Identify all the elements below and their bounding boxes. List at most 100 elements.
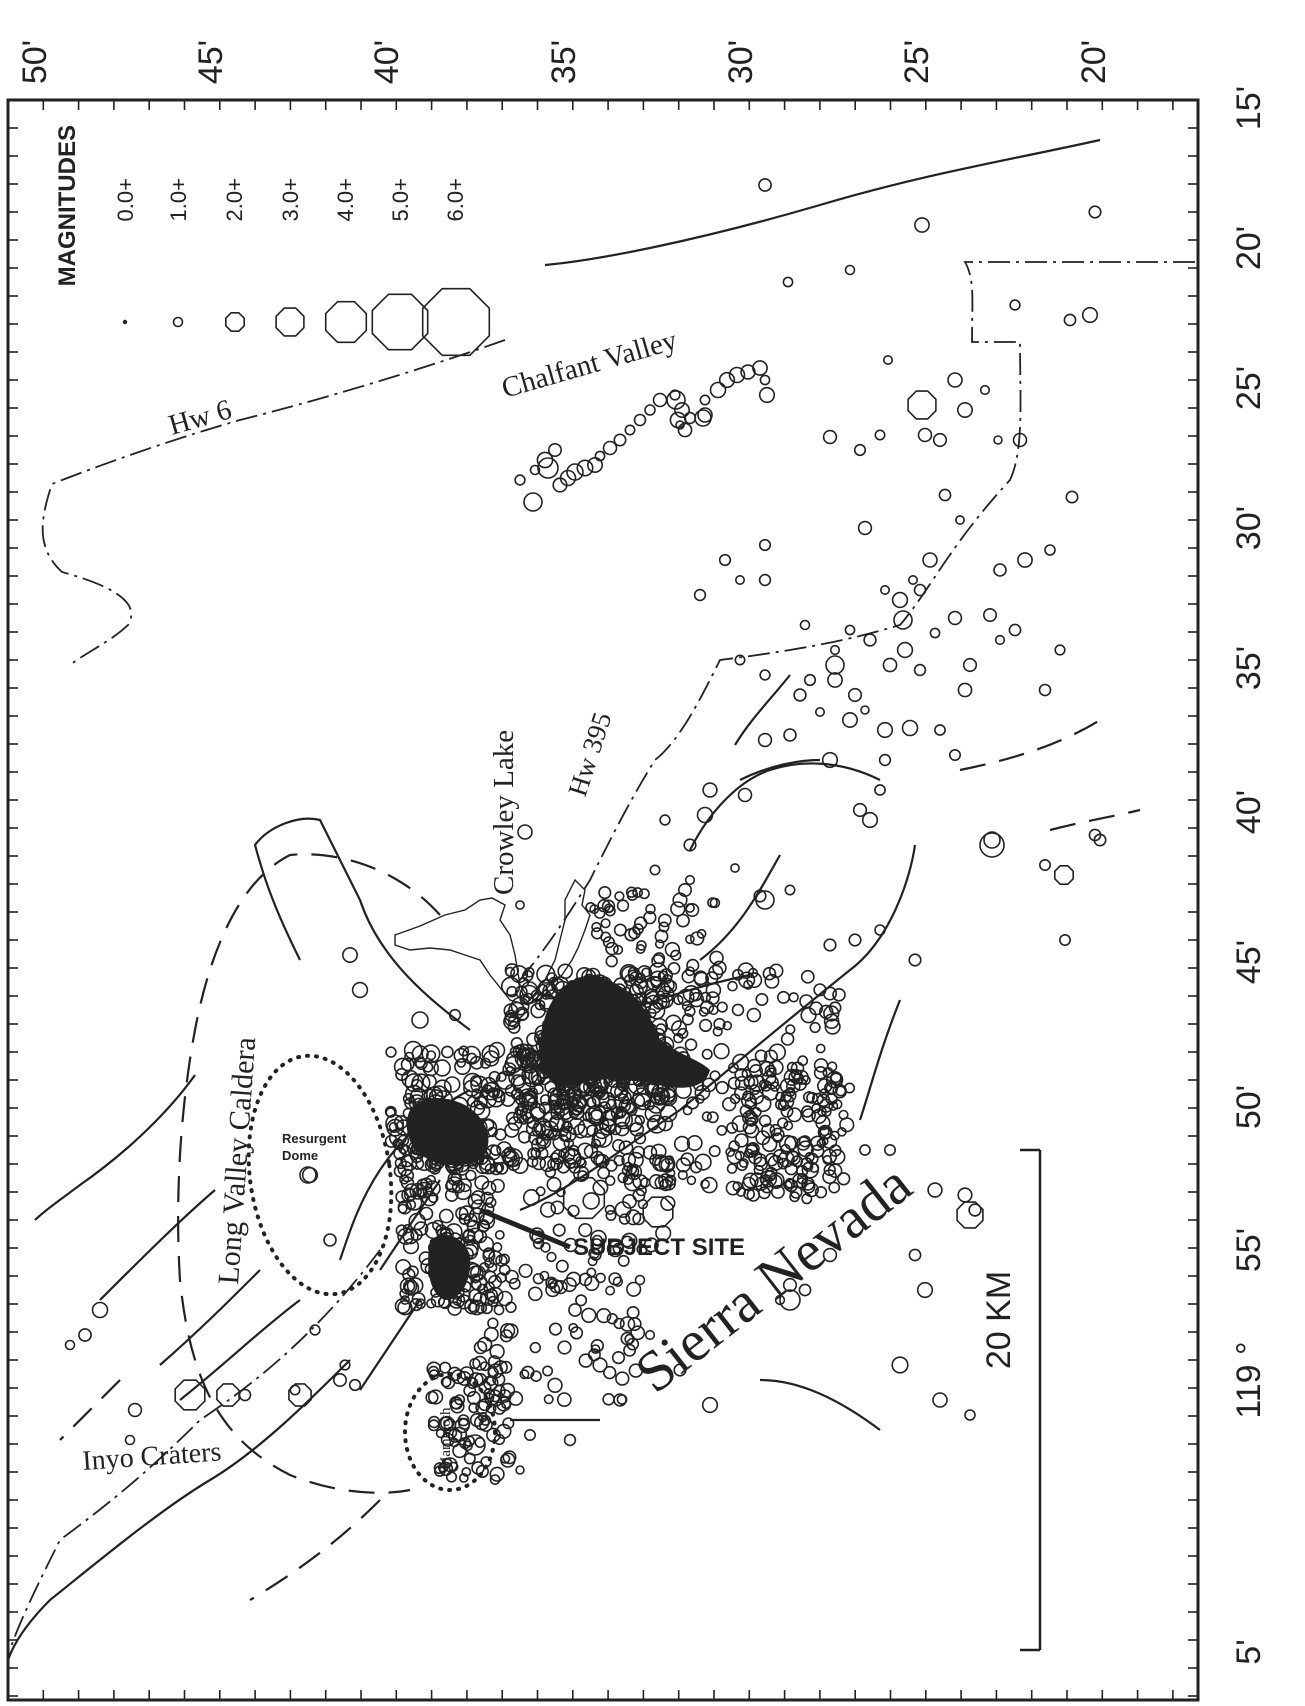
epicenter bbox=[448, 1008, 462, 1022]
epicenter bbox=[518, 1263, 533, 1278]
epicenter bbox=[830, 1071, 842, 1084]
epicenter bbox=[829, 644, 841, 656]
epicenter bbox=[393, 1057, 412, 1076]
epicenter bbox=[788, 992, 799, 1003]
epicenter bbox=[688, 991, 705, 1008]
epicenter bbox=[433, 1462, 446, 1475]
epicenter bbox=[578, 1222, 593, 1238]
epicenter bbox=[483, 1084, 493, 1095]
highway-395 bbox=[519, 261, 1195, 981]
epicenter bbox=[696, 928, 707, 939]
epicenter bbox=[428, 1192, 439, 1204]
epicenter bbox=[594, 450, 606, 462]
epicenter bbox=[716, 1125, 728, 1136]
epicenter bbox=[828, 1001, 842, 1015]
epicenter bbox=[439, 1361, 452, 1374]
epicenter bbox=[934, 724, 946, 736]
epicenter bbox=[734, 1068, 749, 1082]
epicenter bbox=[499, 1329, 514, 1343]
epicenter bbox=[398, 1143, 409, 1155]
epicenter bbox=[497, 1290, 513, 1307]
epicenter bbox=[499, 1360, 513, 1374]
epicenter bbox=[685, 902, 700, 917]
epicenter bbox=[755, 992, 769, 1006]
epicenter bbox=[689, 1160, 703, 1174]
epicenter bbox=[487, 1355, 501, 1369]
epicenter bbox=[604, 1175, 616, 1186]
epicenter bbox=[737, 787, 753, 803]
epicenter bbox=[514, 1006, 530, 1022]
epicenter bbox=[685, 934, 695, 945]
epicenter bbox=[715, 1080, 729, 1095]
epicenter bbox=[859, 1144, 871, 1156]
epicenter bbox=[832, 987, 846, 1002]
epicenter bbox=[556, 1160, 571, 1174]
epicenter bbox=[351, 981, 369, 999]
epicenter bbox=[618, 1099, 632, 1113]
epicenter bbox=[526, 1032, 541, 1047]
epicenter bbox=[982, 607, 997, 622]
epicenter bbox=[508, 1277, 521, 1290]
epicenter bbox=[727, 980, 738, 992]
epicenter bbox=[504, 1269, 519, 1284]
epicenter bbox=[469, 1265, 486, 1282]
epicenter bbox=[684, 1038, 698, 1051]
dense-seismicity bbox=[406, 1098, 489, 1166]
epicenter bbox=[472, 1292, 487, 1307]
epicenter bbox=[493, 1162, 505, 1173]
epicenter bbox=[777, 1157, 790, 1170]
epicenter bbox=[758, 1114, 772, 1128]
epicenter bbox=[774, 1294, 786, 1306]
epicenter bbox=[558, 1148, 570, 1159]
epicenter bbox=[716, 1001, 728, 1013]
epicenter bbox=[468, 1288, 483, 1303]
epicenter bbox=[705, 971, 719, 985]
epicenter bbox=[1054, 644, 1066, 656]
epicenter-large bbox=[288, 1383, 312, 1407]
epicenter bbox=[956, 401, 973, 418]
caldera-outer-boundary bbox=[253, 817, 471, 1031]
epicenter bbox=[609, 1082, 629, 1102]
epicenter bbox=[891, 591, 909, 609]
epicenter bbox=[563, 1237, 578, 1253]
epicenter bbox=[753, 889, 767, 903]
epicenter bbox=[681, 969, 696, 984]
epicenter bbox=[782, 276, 794, 288]
epicenter bbox=[962, 657, 978, 673]
epicenter bbox=[732, 968, 744, 981]
legend-label-2: 2.0+ bbox=[222, 178, 247, 221]
epicenter bbox=[957, 682, 973, 698]
legend-title: MAGNITUDES bbox=[54, 125, 81, 286]
epicenter bbox=[776, 990, 790, 1004]
epicenter bbox=[752, 360, 768, 376]
epicenter bbox=[505, 966, 516, 978]
epicenter bbox=[598, 885, 612, 900]
epicenter bbox=[447, 1171, 462, 1186]
lon-label-5: 5' bbox=[1230, 1639, 1268, 1664]
epicenter bbox=[737, 962, 755, 979]
epicenter bbox=[957, 1187, 973, 1203]
epicenter bbox=[490, 1144, 502, 1157]
epicenter bbox=[525, 1119, 543, 1137]
legend-label-1: 1.0+ bbox=[166, 178, 191, 221]
epicenter bbox=[428, 1369, 440, 1380]
epicenter bbox=[385, 1046, 397, 1058]
epicenter bbox=[848, 933, 862, 947]
epicenter bbox=[713, 1042, 730, 1060]
epicenter bbox=[532, 1272, 545, 1285]
label-dome: Dome bbox=[282, 1148, 318, 1163]
epicenter bbox=[440, 1432, 455, 1447]
epicenter bbox=[779, 1289, 801, 1311]
epicenter bbox=[587, 1104, 607, 1124]
epicenter bbox=[882, 354, 893, 365]
epicenter bbox=[760, 1123, 776, 1138]
epicenter bbox=[487, 1363, 504, 1379]
epicenter bbox=[463, 1384, 477, 1397]
epicenter bbox=[626, 1306, 640, 1320]
epicenter bbox=[814, 1185, 828, 1199]
epicenter bbox=[593, 907, 606, 919]
epicenter bbox=[451, 1179, 466, 1194]
epicenter bbox=[521, 1365, 535, 1380]
epicenter bbox=[622, 1174, 634, 1185]
epicenter bbox=[770, 1184, 785, 1199]
